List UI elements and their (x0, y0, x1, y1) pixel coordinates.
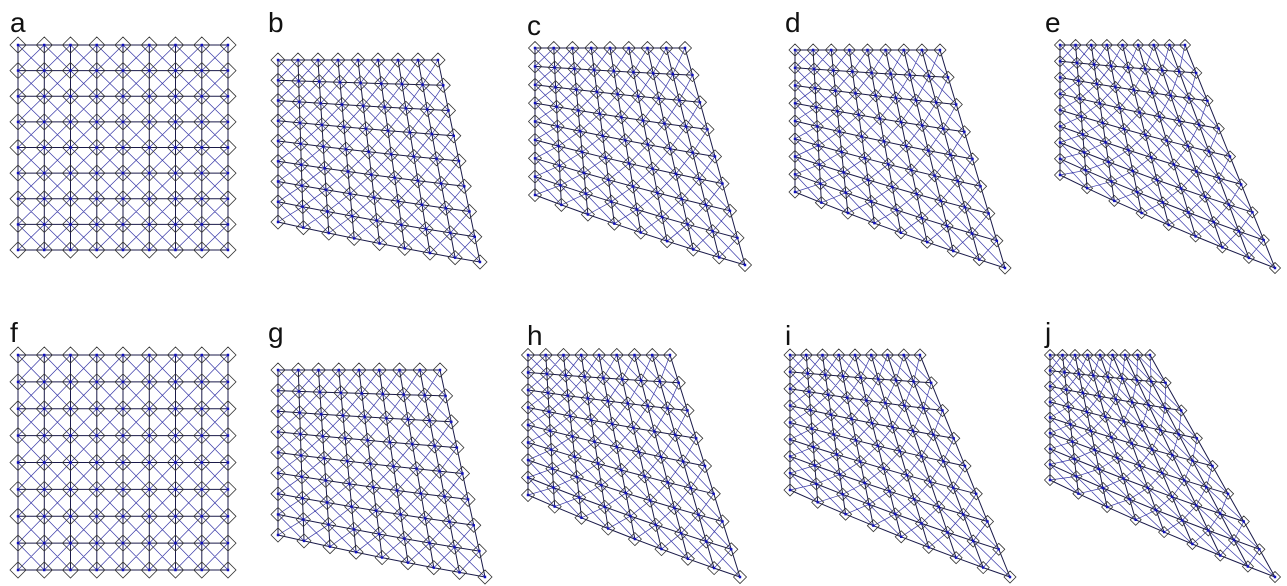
panel-label: g (268, 317, 284, 348)
panel: h (522, 320, 747, 584)
mesh-grid (1060, 45, 1275, 268)
panel: a (10, 7, 236, 258)
figure: a b c d e f g h i j (0, 0, 1287, 586)
panel: g (268, 317, 492, 584)
panel: j (1044, 317, 1281, 583)
node-dots (527, 355, 741, 577)
panel-label: h (527, 320, 543, 351)
panel: f (10, 317, 236, 578)
panel-label: f (10, 317, 18, 348)
panel-label: j (1044, 317, 1051, 348)
node-dots (534, 48, 746, 265)
panel-label: a (10, 7, 26, 38)
node-diamonds (1045, 350, 1281, 583)
mesh-diagonals (528, 355, 740, 577)
panel: e (1045, 7, 1281, 274)
mesh-diagonals (1060, 45, 1275, 268)
panel: c (527, 10, 752, 272)
panel: b (268, 7, 487, 269)
panel-label: e (1045, 7, 1061, 38)
panel: d (785, 7, 1011, 274)
node-dots (794, 50, 1006, 268)
node-dots (1049, 355, 1276, 577)
panel-label: b (268, 7, 284, 38)
panel: i (784, 320, 1016, 583)
panel-label: c (527, 10, 541, 41)
panel-label: i (785, 320, 791, 351)
panel-label: d (785, 7, 801, 38)
